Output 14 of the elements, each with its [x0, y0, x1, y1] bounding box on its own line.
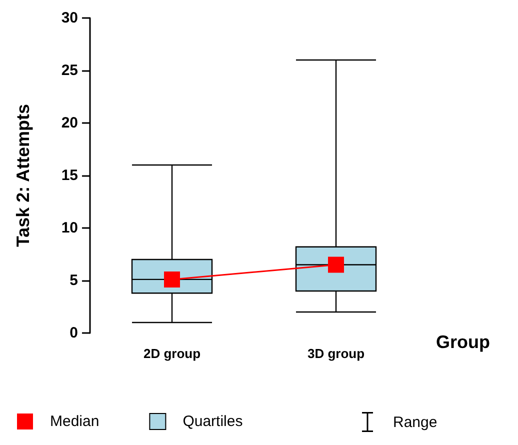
- text: Range: [393, 414, 438, 430]
- x-axis-title: Group: [436, 332, 490, 352]
- y-tick-label: 10: [61, 220, 78, 236]
- y-tick-label: 25: [61, 62, 78, 79]
- y-tick-label: 20: [61, 114, 78, 132]
- legend-label: Quartiles: [182, 413, 243, 430]
- x-tick-label: 2D group: [143, 346, 201, 361]
- y-tick-label: 5: [70, 272, 78, 289]
- y-tick-label: 0: [70, 324, 78, 342]
- legend-label: Median: [50, 413, 100, 430]
- y-axis-title: Task 2: Attempts: [13, 104, 33, 248]
- y-tick-label: 30: [61, 10, 78, 26]
- y-tick-label: 15: [61, 167, 78, 184]
- x-tick-label: 3D group: [307, 346, 365, 361]
